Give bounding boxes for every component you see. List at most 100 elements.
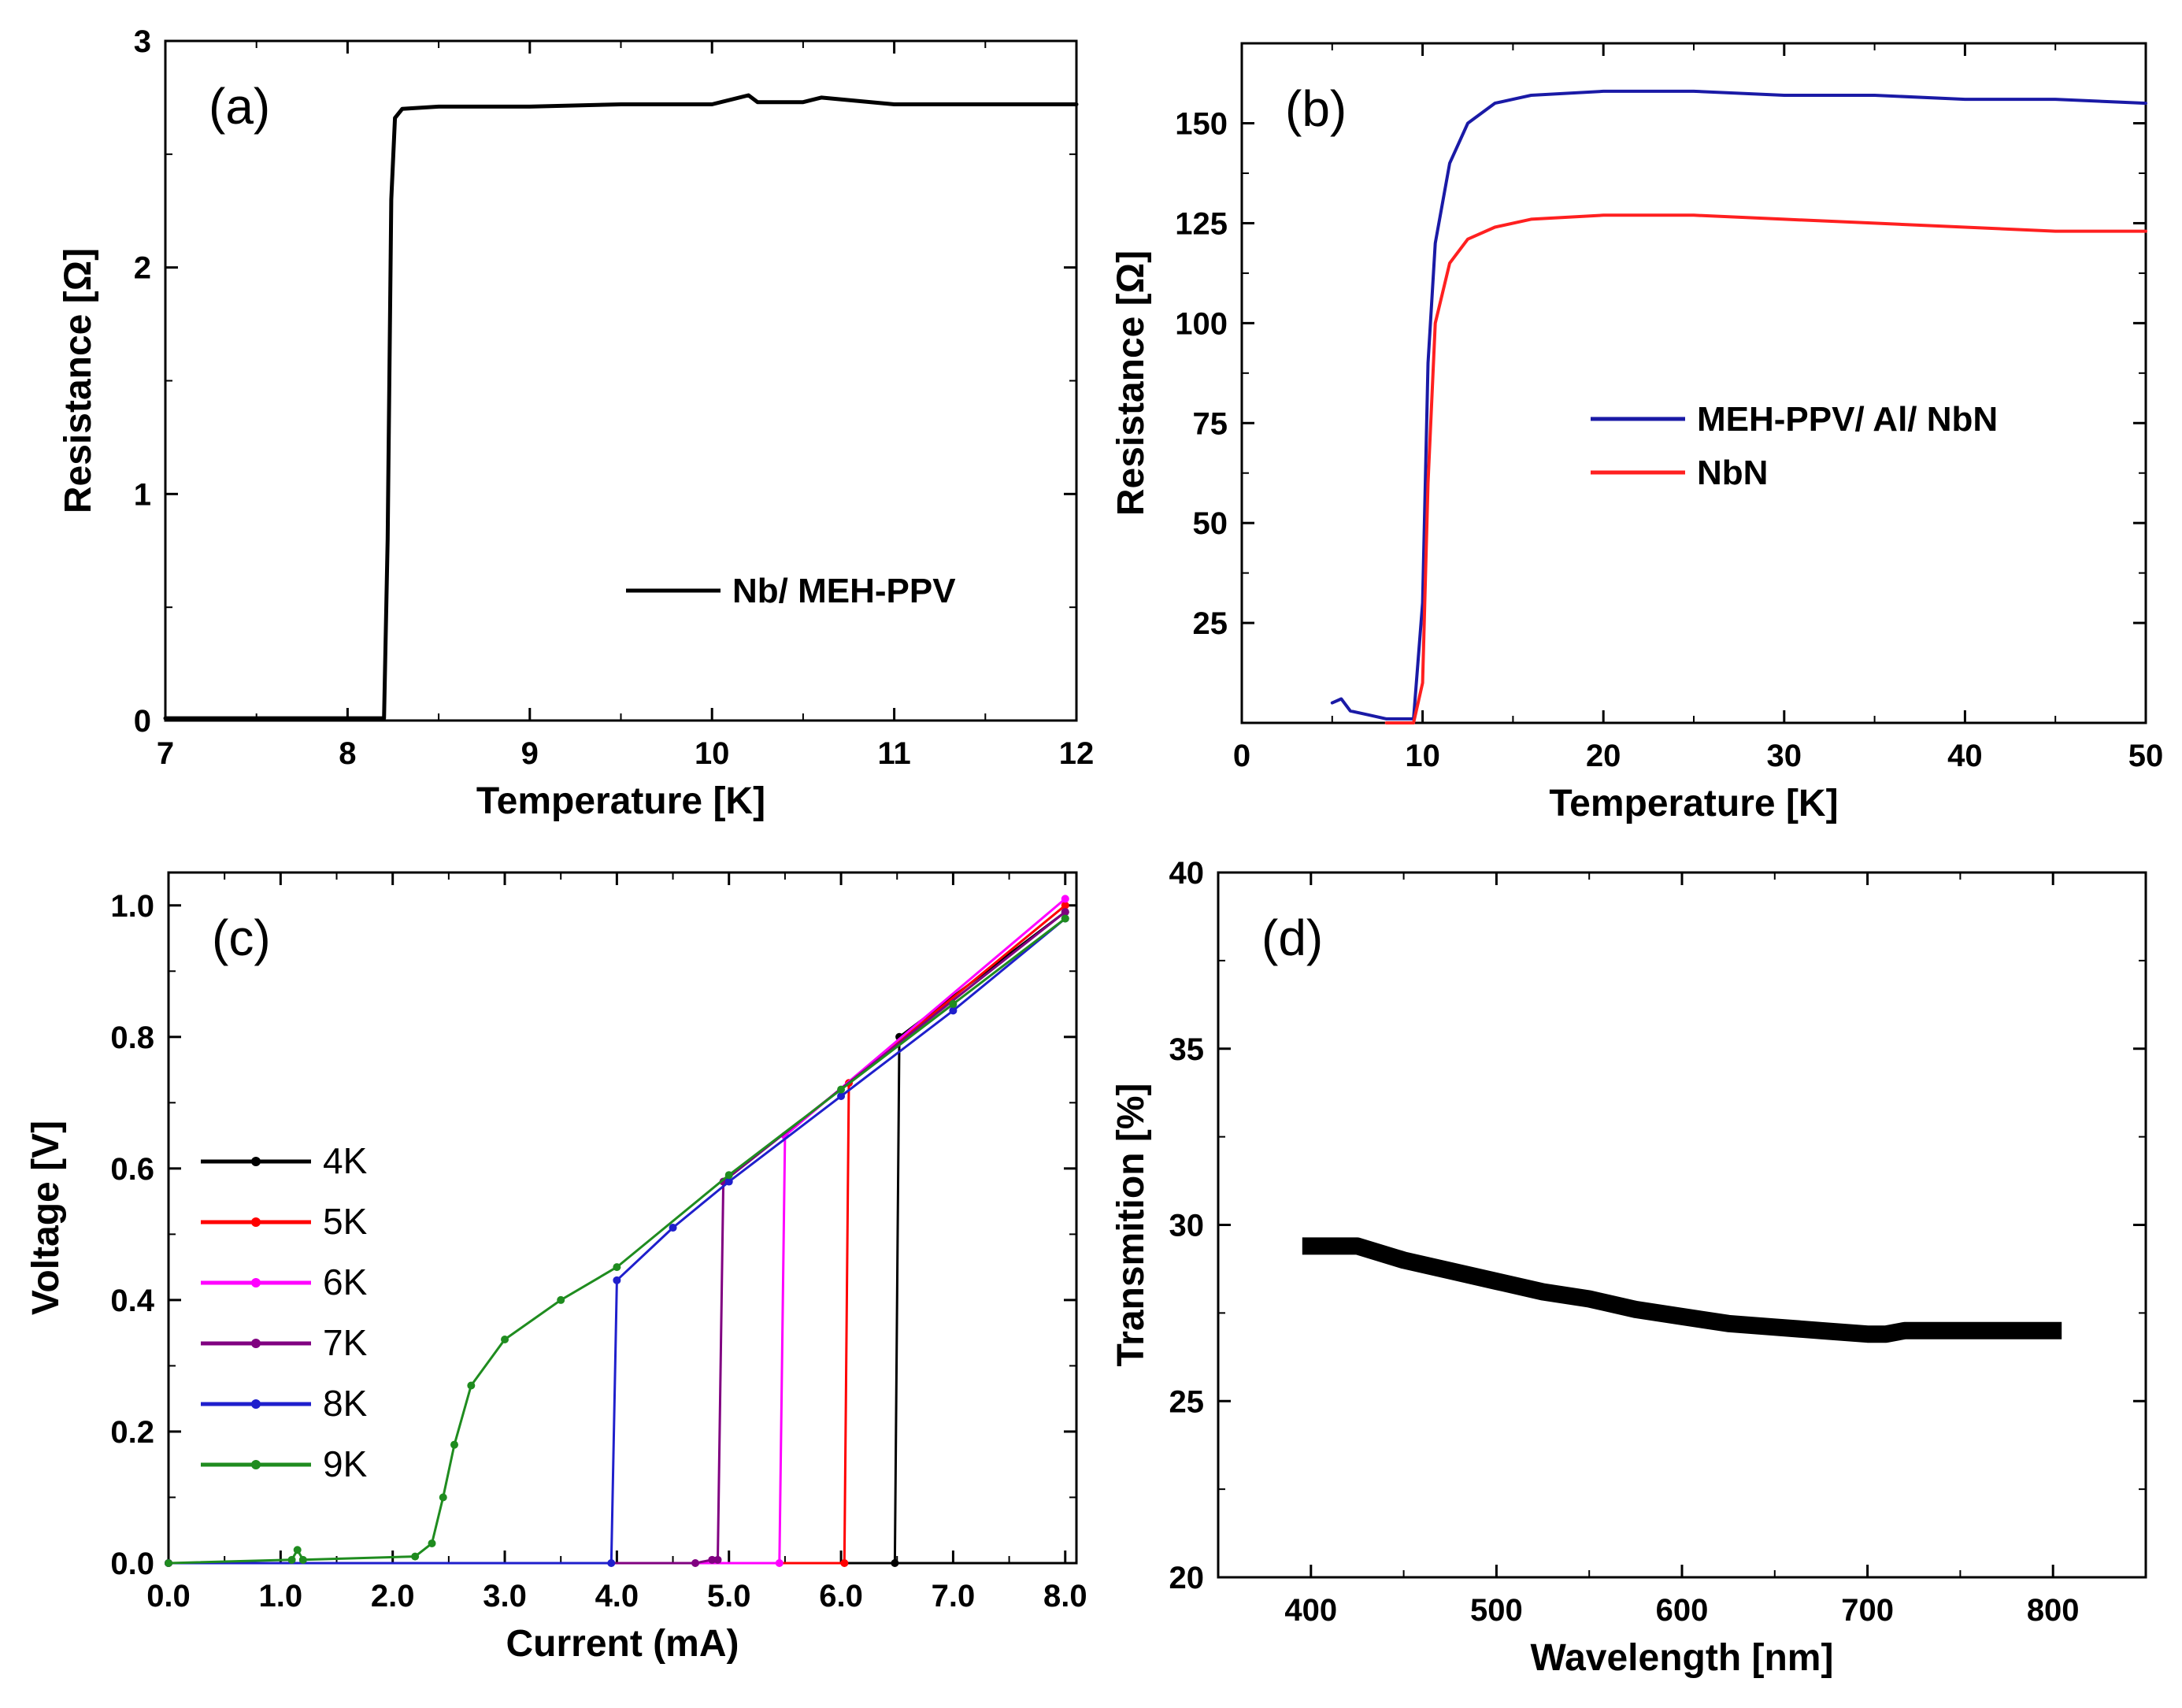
data-point [1061,914,1069,923]
x-tick-label: 400 [1284,1593,1337,1628]
data-point [891,1559,899,1567]
x-tick-label: 0.0 [146,1579,191,1614]
legend-marker [251,1399,261,1409]
panel-label-d: (d) [1261,910,1323,966]
y-tick-label: 0.6 [110,1152,154,1187]
legend-label: MEH-PPV/ Al/ NbN [1697,400,1998,439]
x-tick-label: 3.0 [483,1579,527,1614]
x-tick-label: 500 [1470,1593,1523,1628]
panel-c: 0.0 1.0 2.0 3.0 4.0 5.0 6.0 7.0 8.0 0.0 0.2 0.4 0.6 0… [25,871,1087,1665]
x-tick-label: 1.0 [259,1579,303,1614]
series-line-c-9k [167,917,1067,1565]
x-tick-label: 30 [1767,739,1802,773]
panel-label-a: (a) [209,78,270,135]
data-point [557,1295,565,1304]
y-tick-label: 3 [134,24,151,59]
panel-b: 0 10 20 30 40 50 25 50 75 100 125 150 Temperature [K… [1110,42,2164,824]
x-tick-label: 8.0 [1043,1579,1087,1614]
data-point [613,1263,621,1272]
data-point [724,1171,733,1180]
series-line-b-nbn [1384,213,2147,724]
x-axis-label: Temperature [K] [1549,783,1838,824]
legend-label: 7K [323,1322,368,1363]
data-point [775,1559,784,1567]
legend-label: 6K [323,1262,368,1302]
data-point [298,1555,307,1564]
legend-marker [251,1339,261,1348]
x-tick-label: 6.0 [819,1579,863,1614]
y-tick-label: 75 [1193,406,1228,441]
data-point [607,1559,616,1567]
x-tick-label: 600 [1656,1593,1709,1628]
y-tick-label: 20 [1169,1561,1205,1595]
series-line-d-data [1302,1237,2062,1343]
y-tick-label: 0.0 [110,1547,154,1581]
x-tick-label: 12 [1059,736,1095,771]
data-point [837,1085,846,1094]
y-tick-label: 2 [134,251,151,286]
x-tick-label: 50 [2128,739,2164,773]
data-point [669,1224,677,1232]
data-point [840,1559,849,1567]
y-tick-label: 30 [1169,1209,1205,1243]
y-tick-label: 0.4 [110,1284,154,1318]
x-tick-label: 2.0 [371,1579,415,1614]
x-tick-label: 11 [877,736,910,771]
y-tick-label: 100 [1175,306,1228,341]
x-tick-label: 40 [1947,739,1983,773]
plot-frame-b [1240,42,2147,724]
x-tick-label: 5.0 [707,1579,751,1614]
data-point [165,1559,172,1567]
legend-label: 9K [323,1443,368,1484]
legend-label: NbN [1697,454,1768,492]
x-tick-label: 0 [1233,739,1250,773]
data-point [293,1546,302,1554]
y-tick-label: 50 [1193,506,1228,541]
y-axis-label: Voltage [V] [25,1121,67,1315]
legend-marker [251,1157,261,1166]
plot-frame-d [1217,871,2147,1579]
legend-label: 8K [323,1383,368,1424]
data-point [724,1177,733,1186]
x-tick-label: 800 [2027,1593,2080,1628]
y-axis-label: Resistance [Ω] [57,248,99,513]
panel-label-b: (b) [1285,80,1347,137]
data-point [287,1555,296,1564]
series-line-b-meh-ppv-al-nbn [1330,89,2147,721]
data-point [501,1336,509,1344]
y-tick-label: 40 [1169,856,1205,891]
y-tick-label: 1 [134,477,151,512]
y-tick-label: 0 [134,704,151,739]
data-point [949,1006,958,1015]
legend-label: 5K [323,1201,368,1242]
legend-marker [251,1217,261,1227]
y-axis-label: Transmition [%] [1110,1083,1152,1366]
legend-label: 4K [323,1140,368,1181]
y-tick-label: 25 [1169,1384,1205,1419]
data-point [450,1440,458,1449]
legend-marker [251,1460,261,1469]
x-axis-label: Wavelength [nm] [1531,1637,1834,1679]
legend-marker [251,1278,261,1287]
x-tick-label: 9 [521,736,539,771]
data-point [1061,901,1069,910]
x-axis-label: Temperature [K] [476,780,765,822]
data-point [439,1493,447,1502]
y-tick-label: 25 [1193,606,1228,641]
x-tick-label: 7.0 [932,1579,976,1614]
data-point [1061,908,1069,917]
y-tick-label: 1.0 [110,889,154,924]
y-tick-label: 0.8 [110,1021,154,1055]
data-point [613,1276,621,1284]
data-point [1061,895,1069,903]
data-point [428,1539,436,1547]
legend-label: Nb/ MEH-PPV [732,572,956,610]
y-tick-label: 125 [1175,206,1228,241]
y-tick-label: 150 [1175,107,1228,142]
data-point [691,1559,700,1567]
data-point [411,1552,420,1561]
plot-frame-a [164,39,1078,722]
panel-label-c: (c) [212,910,271,966]
